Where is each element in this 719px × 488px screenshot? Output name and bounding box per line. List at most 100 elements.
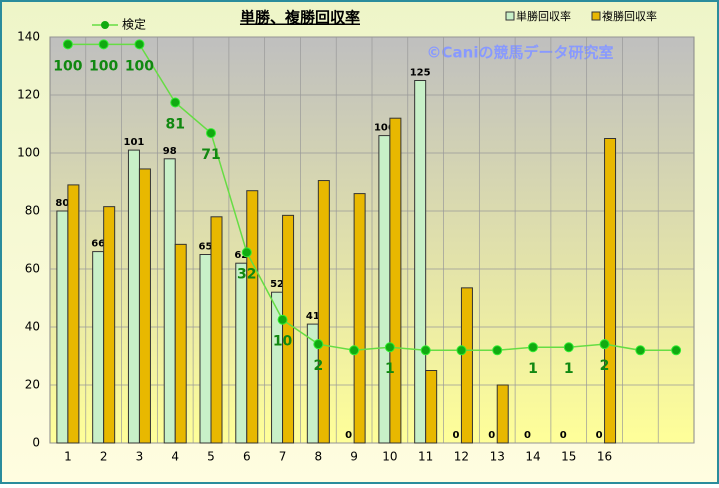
- bar: [199, 254, 212, 444]
- bar: [389, 117, 402, 444]
- legend-swatch: [505, 11, 515, 21]
- chart-title: 単勝、複勝回収率: [240, 9, 360, 27]
- bar: [174, 243, 187, 444]
- line: [67, 43, 677, 352]
- x-tick-label: 10: [382, 450, 397, 464]
- legend-swatch: [591, 11, 601, 21]
- bar: [425, 370, 438, 444]
- bar: [235, 262, 248, 444]
- y-tick-label: 100: [17, 146, 40, 160]
- x-tick-label: 3: [136, 450, 144, 464]
- line-label: 1: [528, 361, 538, 377]
- y-tick-label: 40: [25, 320, 40, 334]
- line-label: 2: [313, 358, 323, 374]
- bar-label: 65: [199, 242, 213, 253]
- y-tick-label: 120: [17, 88, 40, 102]
- line-label: 100: [53, 58, 82, 74]
- legend-label: 単勝回収率: [516, 9, 571, 23]
- bar-label: 0: [452, 430, 459, 441]
- bar: [210, 216, 223, 444]
- line-label: 1: [385, 361, 395, 377]
- bar: [282, 214, 295, 444]
- bar: [604, 138, 617, 444]
- bar-label: 62: [234, 250, 248, 261]
- bar-label: 0: [596, 430, 603, 441]
- bar-label: 0: [345, 430, 352, 441]
- line-label: 100: [89, 58, 118, 74]
- line-label: 100: [125, 58, 154, 74]
- line-marker: [241, 247, 252, 258]
- x-tick-label: 1: [64, 450, 72, 464]
- bar-label: 66: [91, 239, 105, 250]
- x-tick-label: 13: [490, 450, 505, 464]
- bar-label: 0: [560, 430, 567, 441]
- legend-label: 検定: [122, 17, 146, 32]
- line-marker: [420, 345, 431, 356]
- x-tick-label: 12: [454, 450, 469, 464]
- bar-label: 41: [306, 311, 320, 322]
- x-tick-label: 8: [315, 450, 323, 464]
- y-tick-label: 140: [17, 30, 40, 44]
- bar-label: 98: [163, 146, 177, 157]
- line-label: 81: [165, 116, 184, 132]
- line-label: 2: [600, 358, 610, 374]
- y-tick-label: 60: [25, 262, 40, 276]
- bar-label: 0: [524, 430, 531, 441]
- x-tick-label: 9: [350, 450, 358, 464]
- bar: [378, 135, 391, 444]
- y-tick-label: 0: [32, 436, 40, 450]
- bar-label: 125: [410, 68, 431, 79]
- bar: [67, 184, 80, 444]
- legend-label: 複勝回収率: [602, 9, 657, 23]
- y-tick-label: 20: [25, 378, 40, 392]
- bar-label: 106: [374, 123, 395, 134]
- line-marker: [635, 345, 646, 356]
- line-marker: [671, 345, 682, 356]
- legend-marker: [101, 21, 109, 29]
- x-tick-label: 2: [100, 450, 108, 464]
- bar-label: 101: [124, 137, 145, 148]
- x-tick-label: 5: [207, 450, 215, 464]
- bar: [127, 149, 140, 444]
- bar: [163, 158, 176, 444]
- bar: [414, 80, 427, 444]
- line-marker: [599, 339, 610, 350]
- bar: [246, 190, 259, 444]
- line-label: 32: [237, 266, 256, 282]
- annotation: ©Caniの競馬データ研究室: [427, 44, 614, 62]
- line-marker: [62, 39, 73, 50]
- line-marker: [528, 342, 538, 353]
- bar: [317, 180, 330, 444]
- line-label: 71: [201, 147, 220, 163]
- bar: [138, 168, 151, 444]
- y-tick-label: 80: [25, 204, 40, 218]
- line-marker: [206, 128, 216, 139]
- bar-label: 0: [488, 430, 495, 441]
- bar-label: 52: [270, 279, 284, 290]
- bar: [496, 384, 509, 444]
- x-tick-label: 14: [525, 450, 540, 464]
- line-marker: [134, 39, 145, 50]
- line-label: 10: [273, 334, 293, 350]
- line-marker: [170, 97, 181, 108]
- line-marker: [98, 39, 109, 50]
- line-marker: [349, 345, 360, 356]
- line-marker: [563, 342, 574, 353]
- bar: [92, 251, 105, 444]
- line-marker: [277, 314, 288, 325]
- line-marker: [384, 342, 395, 353]
- line-label: 1: [564, 361, 574, 377]
- bar: [460, 287, 473, 444]
- x-tick-label: 16: [597, 450, 612, 464]
- x-tick-label: 7: [279, 450, 287, 464]
- x-tick-label: 11: [418, 450, 433, 464]
- line-marker: [456, 345, 467, 356]
- x-tick-label: 15: [561, 450, 576, 464]
- bar: [103, 206, 116, 444]
- x-tick-label: 6: [243, 450, 251, 464]
- bar: [56, 210, 69, 444]
- bar: [353, 193, 366, 444]
- line-marker: [313, 339, 324, 350]
- bar-label: 80: [55, 198, 69, 209]
